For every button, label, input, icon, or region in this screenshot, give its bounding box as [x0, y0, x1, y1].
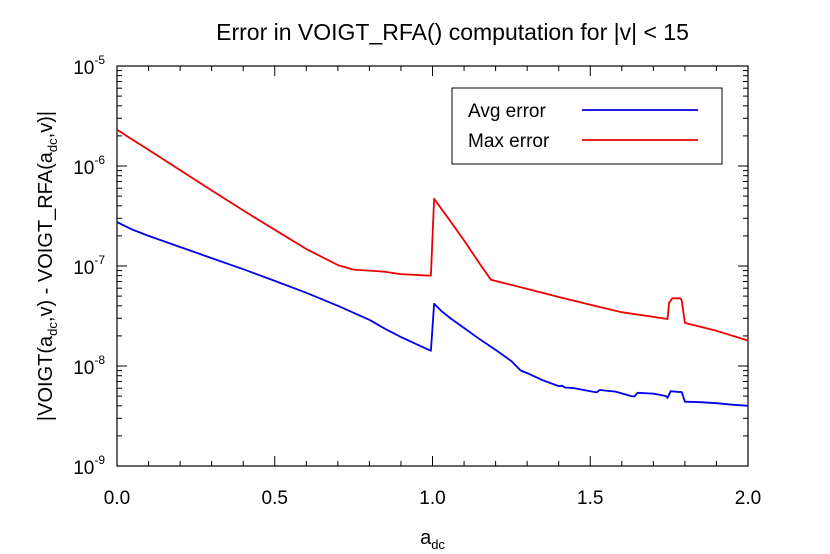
- y-tick-label: 10-6: [73, 153, 105, 179]
- series-line-max-error: [116, 129, 749, 342]
- legend-label: Max error: [468, 131, 550, 152]
- x-tick-label: 1.0: [419, 488, 445, 509]
- y-tick-label: 10-9: [73, 453, 105, 479]
- x-tick-label: 2.0: [735, 488, 761, 509]
- x-tick-label: 0.0: [104, 488, 130, 509]
- chart-title: Error in VOIGT_RFA() computation for |v|…: [216, 19, 689, 45]
- legend-label: Avg error: [468, 101, 546, 122]
- y-tick-label: 10-5: [73, 53, 105, 79]
- series-line-avg-error: [116, 221, 749, 407]
- x-tick-label: 1.5: [577, 488, 603, 509]
- y-tick-label: 10-7: [73, 253, 105, 279]
- x-axis-label: adc: [420, 527, 445, 552]
- legend-box: [451, 87, 723, 165]
- y-tick-label: 10-8: [73, 353, 105, 379]
- x-tick-label: 0.5: [262, 488, 288, 509]
- y-axis-label: |VOIGT(adc,v) - VOIGT_RFA(adc,v)|: [35, 111, 60, 421]
